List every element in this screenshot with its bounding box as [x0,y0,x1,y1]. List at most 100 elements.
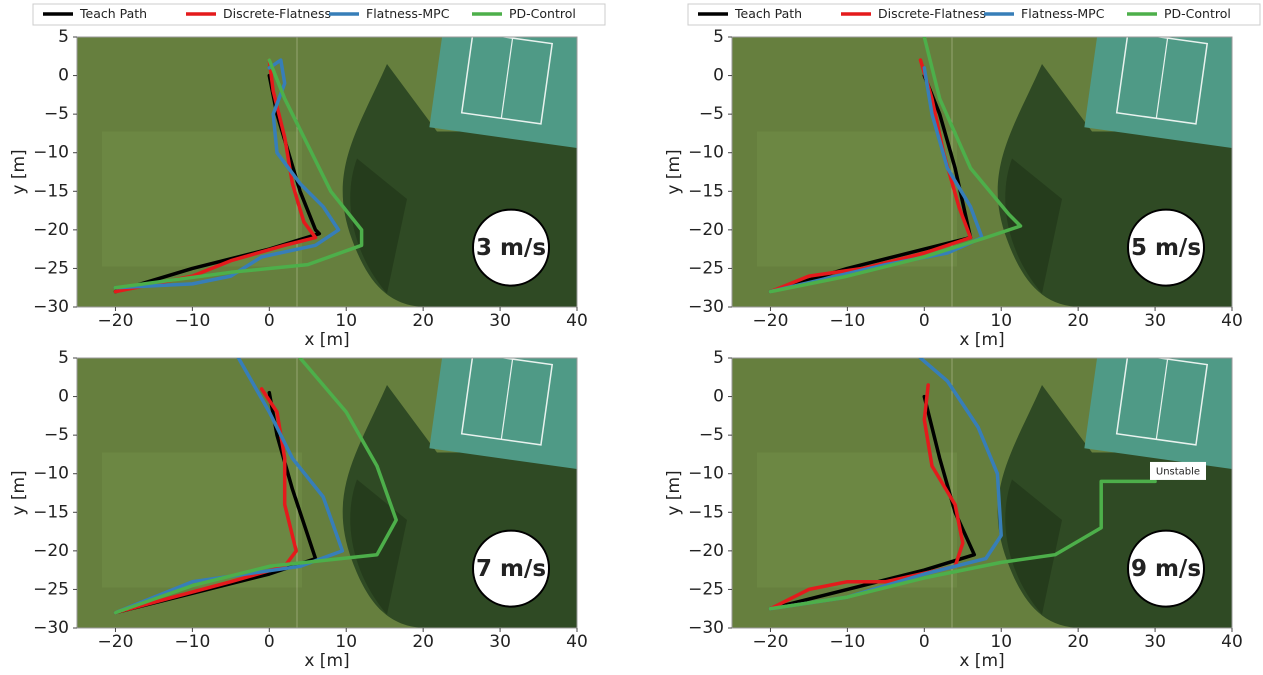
y-tick-label: −25 [688,258,724,278]
x-tick-label: 40 [1221,632,1243,652]
tennis-court [1084,358,1232,471]
court-line [1155,359,1169,440]
x-tick-label: −20 [98,311,134,331]
y-tick-label: −5 [699,104,724,124]
x-tick-label: 0 [919,632,930,652]
y-tick-label: 5 [58,27,69,47]
x-tick-label: 10 [990,311,1012,331]
series-group [113,358,398,615]
x-tick-label: −20 [753,311,789,331]
y-tick-label: −15 [688,502,724,522]
y-tick-label: −5 [699,425,724,445]
legend-label: PD-Control [1164,6,1231,21]
legend-label: Teach Path [79,6,147,21]
series-group [768,358,1157,611]
legend-label: Discrete-Flatness [223,6,331,21]
trajectory [113,58,364,290]
y-tick-label: −5 [44,425,69,445]
trajectory [113,58,341,290]
speed-badge [472,529,550,608]
series-group [113,58,364,294]
x-axis-label: x [m] [959,651,1004,671]
trajectory [768,394,977,611]
y-axis-label: y [m] [9,470,29,515]
speed-badge [1127,208,1205,287]
frame [76,357,578,629]
legend-label: PD-Control [509,6,576,21]
x-tick-label: 30 [1144,632,1166,652]
grass-light [757,131,957,267]
x-tick-label: 10 [990,632,1012,652]
speed-badge [472,208,550,287]
y-tick-label: −10 [688,464,724,484]
y-tick-label: −5 [44,104,69,124]
x-tick-label: 20 [412,311,434,331]
trajectory [768,58,973,294]
y-tick-label: 5 [58,348,69,368]
trajectory [768,383,965,611]
frame [731,36,1233,308]
trajectory [113,387,298,615]
y-tick-label: 0 [58,387,69,407]
y-tick-label: −25 [33,579,69,599]
trajectory [113,358,398,615]
x-tick-label: 0 [264,632,275,652]
y-axis-label: y [m] [664,470,684,515]
x-tick-label: 40 [566,632,588,652]
tennis-court [429,358,577,471]
legend-box [687,3,1261,26]
y-tick-label: −30 [688,618,724,638]
trajectory [768,479,1157,611]
y-tick-label: 0 [713,66,724,86]
y-tick-label: −15 [33,181,69,201]
y-tick-label: −25 [688,579,724,599]
grass-light [757,452,957,588]
x-tick-label: 10 [335,632,357,652]
y-tick-label: 5 [713,27,724,47]
trajectory [113,58,318,294]
speed-label: 5 m/s [1131,235,1201,261]
y-tick-label: −20 [688,541,724,561]
x-axis-label: x [m] [304,330,349,350]
aerial-background [732,358,1232,628]
x-tick-label: 0 [919,311,930,331]
x-tick-label: −10 [174,311,210,331]
x-tick-label: −20 [98,632,134,652]
y-tick-label: −15 [33,502,69,522]
aerial-background [77,37,577,307]
series-group [768,37,1023,294]
note-label: Unstable [1156,466,1200,477]
x-tick-label: 40 [566,311,588,331]
y-tick-label: −20 [33,220,69,240]
y-tick-label: 0 [58,66,69,86]
x-tick-label: 30 [489,632,511,652]
x-tick-label: 20 [412,632,434,652]
y-tick-label: −30 [688,297,724,317]
frame [731,357,1233,629]
x-tick-label: 0 [264,311,275,331]
tree-shadow [1005,158,1062,294]
tree-shadow [1005,479,1062,615]
y-tick-label: −20 [688,220,724,240]
court-line [1155,38,1169,119]
court-line [500,38,514,119]
grass-light [102,131,302,267]
x-tick-label: 30 [1144,311,1166,331]
legend-box [32,3,606,26]
x-tick-label: 40 [1221,311,1243,331]
legend-label: Flatness-MPC [366,6,450,21]
court-line [500,359,514,440]
y-tick-label: −10 [688,143,724,163]
tennis-court [1084,37,1232,150]
x-tick-label: 20 [1067,632,1089,652]
speed-label: 7 m/s [476,556,546,582]
y-tick-label: 0 [713,387,724,407]
tree-shadow [350,158,407,294]
x-tick-label: −10 [174,632,210,652]
y-tick-label: −10 [33,143,69,163]
y-tick-label: 5 [713,348,724,368]
x-axis-label: x [m] [304,651,349,671]
y-tick-label: −20 [33,541,69,561]
x-tick-label: −10 [829,632,865,652]
